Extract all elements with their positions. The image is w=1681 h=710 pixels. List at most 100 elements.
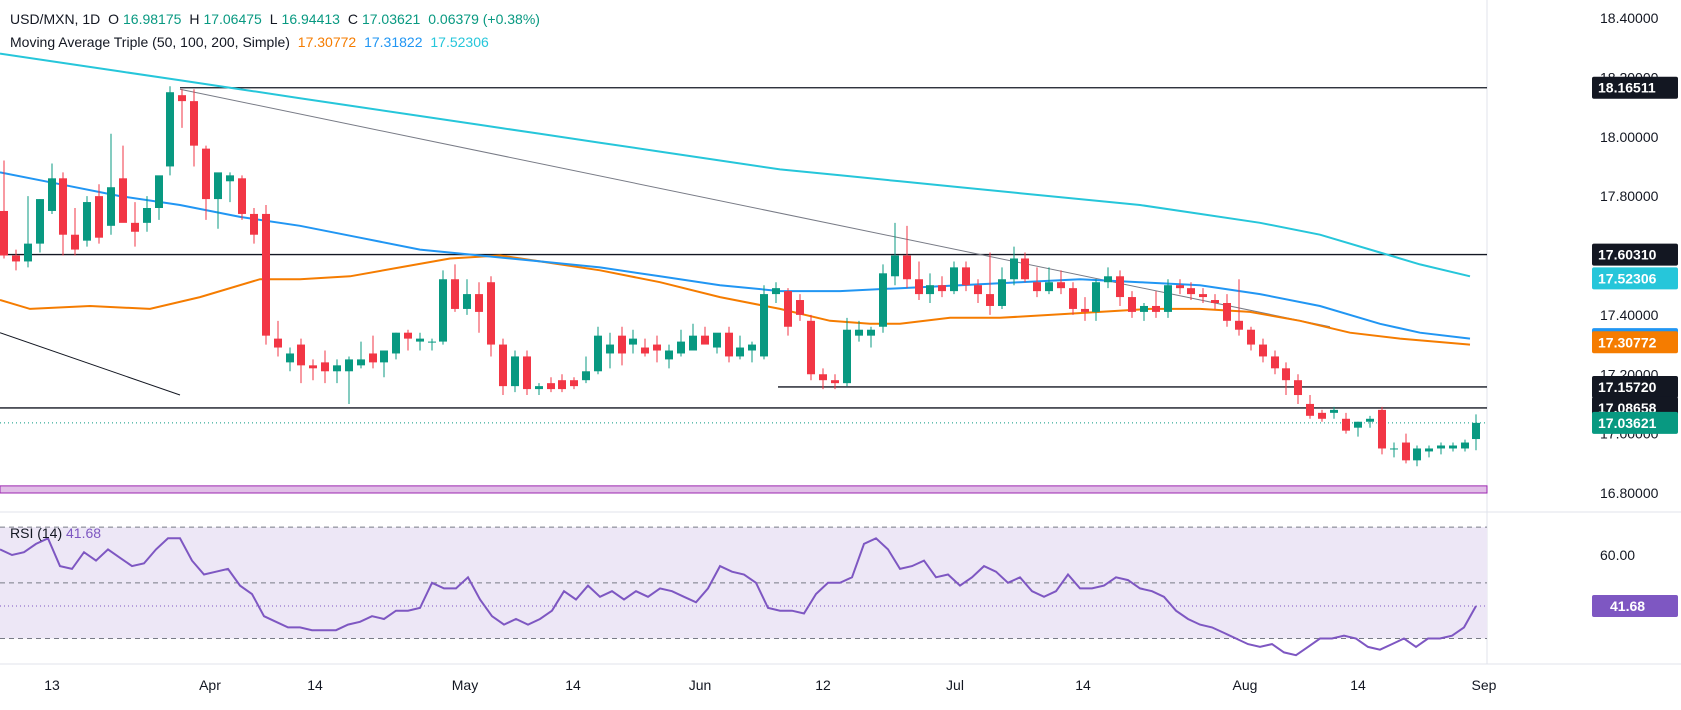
candle [1282, 362, 1290, 396]
candle-body [463, 294, 471, 309]
candle-body [891, 255, 899, 277]
low-label: L [269, 11, 278, 27]
candle [24, 196, 32, 268]
candle-body [83, 202, 91, 241]
candle [1378, 406, 1386, 455]
candle [1092, 279, 1100, 321]
time-tick-label: Jun [689, 677, 712, 693]
candle [1306, 395, 1314, 419]
candle-body [784, 291, 792, 327]
candle [369, 335, 377, 369]
candle-body [1271, 356, 1279, 369]
candle-body [12, 255, 20, 262]
open-value: 16.98175 [123, 11, 182, 27]
candle [357, 341, 365, 369]
candle [998, 267, 1006, 309]
candle [1390, 442, 1398, 458]
price-label-text: 17.30772 [1598, 334, 1657, 350]
candle-body [998, 279, 1006, 306]
candle-body [1021, 258, 1029, 280]
candle [1223, 294, 1231, 327]
price-tick-label: 18.40000 [1600, 10, 1659, 26]
candle [333, 359, 341, 384]
candle-body [404, 332, 412, 339]
candle-body [119, 178, 127, 223]
candle [274, 320, 282, 357]
price-label-text: 17.15720 [1598, 379, 1657, 395]
candle [653, 335, 661, 363]
high-label: H [189, 11, 200, 27]
candle [1461, 439, 1469, 452]
candle-body [1449, 445, 1457, 449]
candle-body [511, 356, 519, 387]
candle-body [831, 380, 839, 384]
candle [725, 326, 733, 363]
candle [807, 314, 815, 381]
candle-body [202, 148, 210, 200]
candle [1199, 288, 1207, 303]
candle-body [1366, 418, 1374, 422]
candle [12, 249, 20, 271]
candle [855, 320, 863, 342]
candle-body [428, 341, 436, 343]
candle [1330, 406, 1338, 419]
candle-body [772, 288, 780, 295]
candle-body [547, 383, 555, 390]
candle [641, 338, 649, 357]
ma50-line [0, 254, 1471, 346]
candle [1010, 246, 1018, 286]
candle-body [1354, 421, 1362, 428]
candle [1057, 270, 1065, 295]
candle [665, 344, 673, 369]
candle-body [1330, 409, 1338, 413]
candle-body [962, 267, 970, 286]
candle-body [974, 285, 982, 295]
candle-body [760, 294, 768, 357]
candle-body [713, 332, 721, 348]
price-axis-label: 17.60310 [1592, 243, 1678, 266]
candle [1104, 267, 1112, 289]
candle-body [416, 338, 424, 342]
price-tick-label: 17.40000 [1600, 307, 1659, 323]
price-label-text: 18.16511 [1598, 80, 1656, 96]
price-label-text: 17.60310 [1598, 247, 1657, 263]
candle-body [1342, 418, 1350, 431]
candle [0, 160, 8, 259]
candle-body [677, 341, 685, 354]
candle [321, 350, 329, 384]
candle [463, 279, 471, 315]
candle-body [274, 338, 282, 348]
candle [558, 374, 566, 393]
candle-body [1306, 403, 1314, 416]
candle-body [843, 329, 851, 384]
candle-body [166, 92, 174, 167]
candle [1354, 421, 1362, 437]
candle [36, 199, 44, 253]
candle-body [380, 350, 388, 363]
candle [1235, 279, 1243, 336]
candle-body [499, 344, 507, 387]
candle [986, 252, 994, 315]
candle [891, 222, 899, 286]
candle-body [1413, 448, 1421, 461]
candle-body [107, 187, 115, 226]
price-label-bg [1592, 243, 1678, 266]
candle [784, 288, 792, 336]
candle [1116, 270, 1124, 306]
candle-body [594, 335, 602, 372]
candle-body [1081, 308, 1089, 312]
candle [1045, 267, 1053, 295]
rsi-line [0, 536, 1477, 657]
candle [535, 383, 543, 396]
candle-body [1223, 303, 1231, 321]
price-label-text: 17.03621 [1598, 415, 1657, 431]
candle [1366, 415, 1374, 428]
candle [1259, 338, 1267, 363]
candle [1472, 414, 1480, 451]
price-axis-label: 17.03621 [1592, 411, 1678, 434]
rsi-label-bg [1592, 595, 1678, 617]
candle-body [1116, 276, 1124, 298]
candle-body [309, 365, 317, 369]
candle-body [1140, 305, 1148, 312]
